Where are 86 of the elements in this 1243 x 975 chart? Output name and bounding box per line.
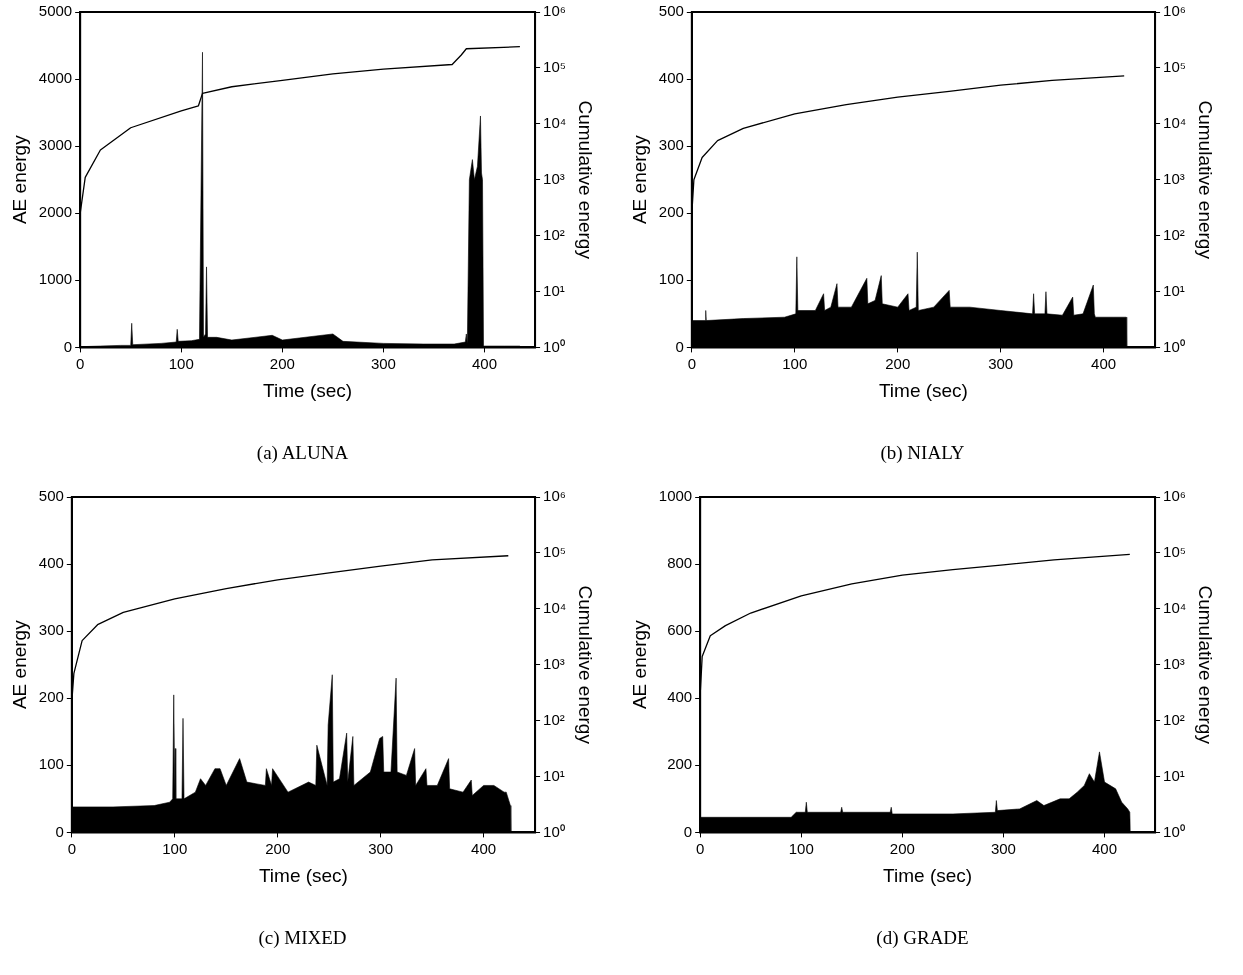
y2-tick-label: 10⁴ [1163,598,1187,616]
x-tick-label: 100 [162,839,188,857]
y-tick-label: 5000 [38,2,73,20]
y2-tick-label: 10³ [543,169,565,187]
y2-tick-label: 10⁶ [543,2,566,20]
y-tick-label: 100 [658,270,684,288]
y-tick-label: 400 [667,688,693,706]
y-tick-label: 500 [658,2,684,20]
y-axis-title: AE energy [8,619,30,710]
y2-tick-label: 10² [1163,225,1185,243]
y2-axis-title: Cumulative energy [1195,100,1217,260]
y2-tick-label: 10⁶ [543,487,566,505]
y2-axis-title: Cumulative energy [1195,585,1217,745]
y2-tick-label: 10⁰ [1163,822,1185,840]
y2-tick-label: 10⁵ [543,543,566,561]
y2-tick-label: 10² [543,225,565,243]
y-tick-label: 2000 [38,203,73,221]
x-tick-label: 200 [889,839,915,857]
y-tick-label: 1000 [38,270,73,288]
y-tick-label: 500 [38,487,64,505]
y-tick-label: 300 [658,136,684,154]
x-tick-label: 100 [782,354,808,372]
y2-tick-label: 10³ [543,654,565,672]
y-tick-label: 400 [658,69,684,87]
y-tick-label: 600 [667,621,693,639]
text: (d) GRADE [876,926,969,949]
x-tick-label: 300 [370,354,396,372]
x-tick-label: 100 [168,354,194,372]
y-tick-label: 1000 [658,487,693,505]
x-tick-label: 400 [1092,839,1118,857]
x-axis-title: Time (sec) [258,865,348,887]
y2-tick-label: 10² [1163,710,1185,728]
y2-tick-label: 10⁶ [1163,487,1186,505]
x-tick-label: 100 [788,839,814,857]
x-tick-label: 0 [696,839,705,857]
y-tick-label: 4000 [38,69,73,87]
y2-tick-label: 10⁴ [543,113,567,131]
y2-tick-label: 10¹ [1163,281,1185,299]
x-tick-label: 300 [368,839,394,857]
x-axis-title: Time (sec) [878,380,968,402]
y2-axis-title: Cumulative energy [575,100,597,260]
x-tick-label: 300 [990,839,1016,857]
y2-tick-label: 10⁰ [543,822,565,840]
y-axis-title: AE energy [8,134,30,225]
y-tick-label: 200 [658,203,684,221]
y2-tick-label: 10⁵ [1163,58,1186,76]
y2-axis-title: Cumulative energy [575,585,597,745]
y-tick-label: 0 [683,822,693,840]
text: (c) MIXED [258,926,347,949]
x-tick-label: 400 [1091,354,1117,372]
y-axis-title: AE energy [628,619,650,710]
y-tick-label: 3000 [38,136,73,154]
y2-tick-label: 10⁵ [543,58,566,76]
y2-tick-label: 10³ [1163,169,1185,187]
x-axis-title: Time (sec) [263,380,353,402]
y-tick-label: 800 [667,554,693,572]
x-tick-label: 400 [472,354,498,372]
y-tick-label: 0 [675,337,684,355]
y2-tick-label: 10⁰ [1163,337,1185,355]
x-tick-label: 200 [885,354,911,372]
y2-tick-label: 10⁵ [1163,543,1186,561]
y-tick-label: 0 [63,337,73,355]
y2-tick-label: 10⁴ [543,598,567,616]
y2-tick-label: 10⁶ [1163,2,1186,20]
y-tick-label: 0 [55,822,64,840]
text: (a) ALUNA [256,441,349,464]
y-tick-label: 100 [38,755,64,773]
y2-tick-label: 10¹ [543,766,565,784]
x-tick-label: 400 [471,839,497,857]
y2-tick-label: 10⁴ [1163,113,1187,131]
y2-tick-label: 10² [543,710,565,728]
text: (b) NIALY [880,441,965,464]
x-tick-label: 200 [269,354,295,372]
x-tick-label: 200 [265,839,291,857]
y2-tick-label: 10⁰ [543,337,565,355]
y2-tick-label: 10³ [1163,654,1185,672]
y2-tick-label: 10¹ [543,281,565,299]
y-tick-label: 400 [38,554,64,572]
x-tick-label: 300 [988,354,1014,372]
y-axis-title: AE energy [628,134,650,225]
x-axis-title: Time (sec) [883,865,973,887]
y2-tick-label: 10¹ [1163,766,1185,784]
y-tick-label: 200 [38,688,64,706]
x-tick-label: 0 [76,354,85,372]
y-tick-label: 300 [38,621,64,639]
y-tick-label: 200 [667,755,693,773]
